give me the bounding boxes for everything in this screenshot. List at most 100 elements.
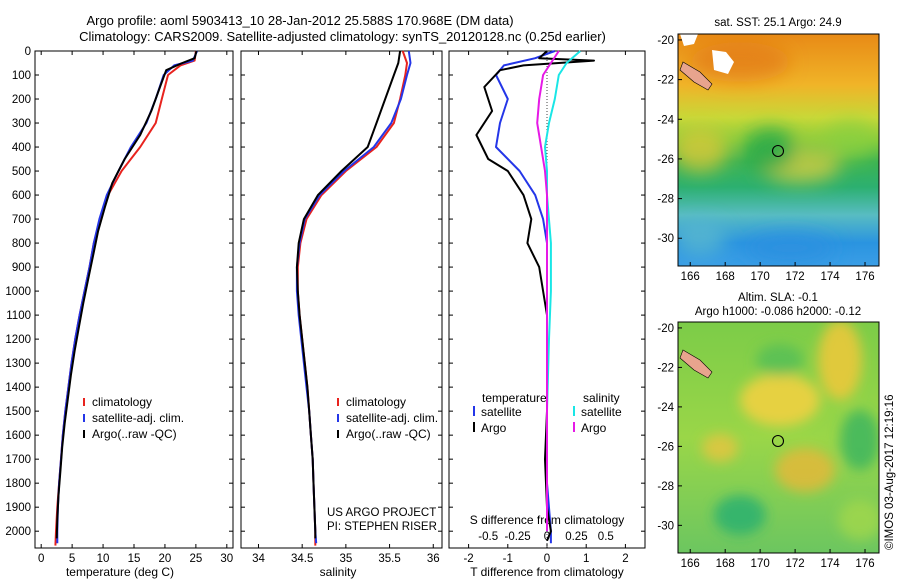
legend-label-satellite: satellite-adj. clim. [346,411,438,425]
series-line-argo [475,50,595,542]
x-tick-label: 0 [544,553,550,565]
depth-tick-label: 1600 [5,430,31,442]
map-y-tick-label: -26 [657,441,674,453]
t-difference-x-label: T difference from climatology [470,565,624,579]
depth-tick-label: 1200 [5,334,31,346]
map-y-tick-label: -28 [657,481,674,493]
s-tick-label: -0.5 [478,531,498,543]
map-x-tick-label: 176 [855,558,874,570]
temperature-legend: climatology satellite-adj. clim. Argo(..… [83,395,184,441]
depth-tick-label: 1100 [6,310,31,322]
legend-title-temperature: temperature [482,391,547,405]
legend-label-argo: Argo(..raw -QC) [346,427,431,441]
imos-credit: ©IMOS 03-Aug-2017 12:19:16 [884,394,896,550]
map-x-tick-label: 172 [786,271,805,283]
legend-label-s-satellite: satellite [581,405,622,419]
map-y-tick-label: -24 [657,402,674,414]
depth-tick-label: 800 [12,238,31,250]
legend-label-climatology: climatology [346,395,406,409]
series-line-argo-raw-qc [295,50,402,539]
salinity-x-label: salinity [320,565,357,579]
pi-annotation: PI: STEPHEN RISER [327,521,437,533]
project-annotation: US ARGO PROJECT [327,507,436,519]
sla-map-axes: 166 168 170 172 174 176 -20 -22 -24 -26 -28 -30 [657,323,874,570]
legend-label-s-argo: Argo [581,421,607,435]
map-y-tick-label: -30 [657,520,674,532]
difference-profile-panel: T difference from climatology S differen… [448,50,646,579]
depth-tick-label: 0 [25,46,31,58]
x-tick-label: 30 [220,553,233,565]
depth-tick-label: 1300 [5,358,31,370]
map-x-tick-label: 168 [716,271,735,283]
x-tick-label: -1 [503,553,513,565]
depth-tick-label: 1800 [5,478,31,490]
sla-map: Altim. SLA: -0.1 Argo h1000: -0.086 h200… [657,292,880,570]
depth-tick-label: 200 [12,94,31,106]
depth-tick-label: 1400 [5,382,31,394]
map-x-tick-label: 172 [786,558,805,570]
depth-tick-label: 1000 [5,286,31,298]
series-line-argo-salinity [536,50,560,532]
sla-texture [702,322,879,540]
map-x-tick-label: 166 [681,271,700,283]
x-tick-label: 20 [159,553,172,565]
depth-tick-label: 400 [12,142,31,154]
legend-label-satellite: satellite-adj. clim. [92,411,184,425]
map-x-tick-label: 174 [820,558,840,570]
legend-label-climatology: climatology [92,395,152,409]
legend-label-argo: Argo(..raw -QC) [92,427,177,441]
depth-tick-label: 2000 [5,526,31,538]
depth-tick-label: 500 [12,166,31,178]
x-tick-label: 2 [622,553,628,565]
series-line-satellite-adj-clim [56,50,199,544]
temperature-x-label: temperature (deg C) [66,565,174,579]
land-new-caledonia [679,61,713,91]
sst-map-frame [677,33,880,267]
map-x-tick-label: 176 [855,271,874,283]
s-tick-label: -0.25 [504,531,530,543]
figure-subtitle: Climatology: CARS2009. Satellite-adjuste… [79,29,606,44]
map-y-tick-label: -20 [657,323,674,335]
float-location-marker [771,144,785,158]
x-tick-label: 34.5 [291,553,313,565]
depth-tick-label: 100 [12,70,31,82]
depth-tick-label: 1700 [5,454,31,466]
depth-tick-label: 700 [12,214,31,226]
x-tick-label: 25 [189,553,202,565]
sst-texture [678,42,874,264]
sst-map-title: sat. SST: 25.1 Argo: 24.9 [714,17,841,29]
map-y-tick-label: -28 [657,194,674,206]
x-tick-label: 1 [583,553,589,565]
sst-map: sat. SST: 25.1 Argo: 24.9 166 168 170 172 17… [657,17,880,283]
sst-map-axes: 166 168 170 172 174 176 -20 -22 -24 -26 -28 -30 [657,35,874,283]
map-x-tick-label: 174 [820,271,840,283]
plot-frame [34,50,234,549]
depth-tick-label: 900 [12,262,31,274]
series-line-climatology [54,50,197,546]
cloud-mask [712,50,734,74]
salinity-legend: climatology satellite-adj. clim. Argo(..… [337,395,438,441]
legend-title-salinity: salinity [583,391,620,405]
map-y-tick-label: -26 [657,154,674,166]
s-tick-label: 0.25 [565,531,587,543]
x-tick-label: 36 [427,553,440,565]
sla-map-subtitle: Argo h1000: -0.086 h2000: -0.12 [695,306,861,318]
map-y-tick-label: -22 [657,75,674,87]
depth-tick-label: 600 [12,190,31,202]
x-tick-label: 5 [69,553,75,565]
map-x-tick-label: 170 [751,558,770,570]
series-line-argo-raw-qc [55,50,198,539]
map-y-tick-label: -22 [657,362,674,374]
plot-frame [240,50,443,549]
s-tick-label: 0.5 [598,531,614,543]
legend-label-t-satellite: satellite [481,405,522,419]
depth-tick-label: 1900 [5,502,31,514]
land-new-caledonia [679,349,713,379]
temperature-profile-panel: temperature (deg C) climatology satellit… [5,46,234,579]
x-tick-label: 35 [339,553,352,565]
x-tick-label: 10 [97,553,110,565]
x-tick-label: 34 [252,553,265,565]
map-y-tick-label: -24 [657,114,674,126]
x-tick-label: 15 [128,553,141,565]
